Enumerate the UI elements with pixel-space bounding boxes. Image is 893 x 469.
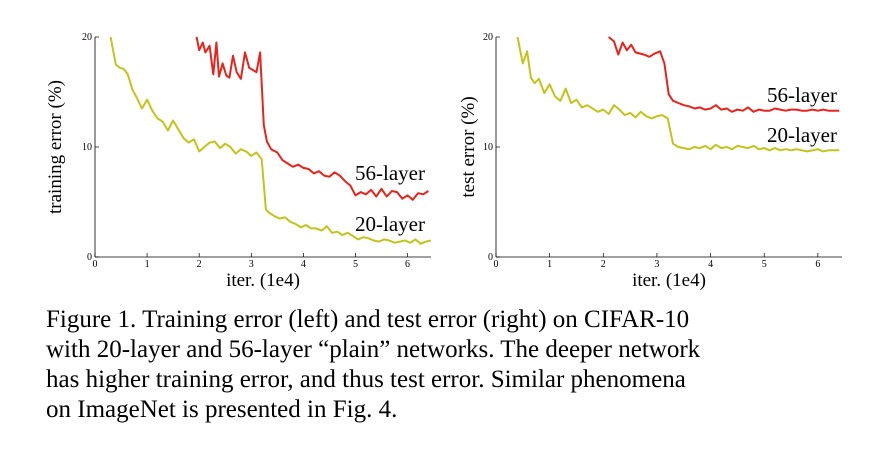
y-tick-label: 20 bbox=[483, 32, 493, 43]
series-label: 20-layer bbox=[767, 123, 837, 147]
x-tick-label: 0 bbox=[93, 259, 98, 270]
x-axis-label: iter. (1e4) bbox=[632, 270, 706, 291]
x-tick-label: 0 bbox=[494, 259, 499, 270]
series-label: 20-layer bbox=[355, 212, 425, 236]
y-axis-label: training error (%) bbox=[45, 80, 66, 214]
x-tick-label: 4 bbox=[708, 259, 713, 270]
x-tick-label: 2 bbox=[197, 259, 202, 270]
series-line-20-layer bbox=[109, 36, 432, 245]
caption-line-3: has higher training error, and thus test… bbox=[46, 366, 686, 393]
x-tick-label: 1 bbox=[547, 259, 552, 270]
x-tick-label: 1 bbox=[145, 259, 150, 270]
y-tick-label: 10 bbox=[82, 142, 92, 153]
x-tick-label: 3 bbox=[249, 259, 254, 270]
x-tick-label: 5 bbox=[353, 259, 358, 270]
series-label: 56-layer bbox=[355, 161, 425, 185]
x-axis-label: iter. (1e4) bbox=[226, 270, 300, 291]
caption-line-1: Figure 1. Training error (left) and test… bbox=[46, 306, 690, 333]
training-error-chart: 0 1 2 3 4 5 6 0 10 20 iter. (1e4) training error (%… bbox=[45, 32, 432, 291]
y-axis-label: test error (%) bbox=[458, 96, 479, 197]
x-tick-label: 2 bbox=[601, 259, 606, 270]
test-error-chart: 0 1 2 3 4 5 6 0 10 20 iter. (1e4) test error (%) 56-… bbox=[458, 32, 842, 291]
series-label: 56-layer bbox=[767, 83, 837, 107]
x-tick-label: 3 bbox=[654, 259, 659, 270]
series-line-56-layer bbox=[195, 36, 429, 201]
series-line-20-layer bbox=[516, 36, 840, 153]
y-tick-label: 20 bbox=[82, 32, 92, 43]
figure-caption: Figure 1. Training error (left) and test… bbox=[46, 305, 846, 425]
x-tick-label: 6 bbox=[405, 259, 410, 270]
y-tick-label: 0 bbox=[87, 252, 92, 263]
x-tick-label: 4 bbox=[301, 259, 306, 270]
caption-line-4: on ImageNet is presented in Fig. 4. bbox=[46, 396, 398, 423]
caption-line-2: with 20-layer and 56-layer “plain” netwo… bbox=[46, 336, 701, 363]
series-line-56-layer bbox=[608, 36, 840, 113]
x-tick-label: 6 bbox=[815, 259, 820, 270]
y-tick-label: 0 bbox=[488, 252, 493, 263]
x-tick-label: 5 bbox=[762, 259, 767, 270]
y-tick-label: 10 bbox=[483, 142, 493, 153]
